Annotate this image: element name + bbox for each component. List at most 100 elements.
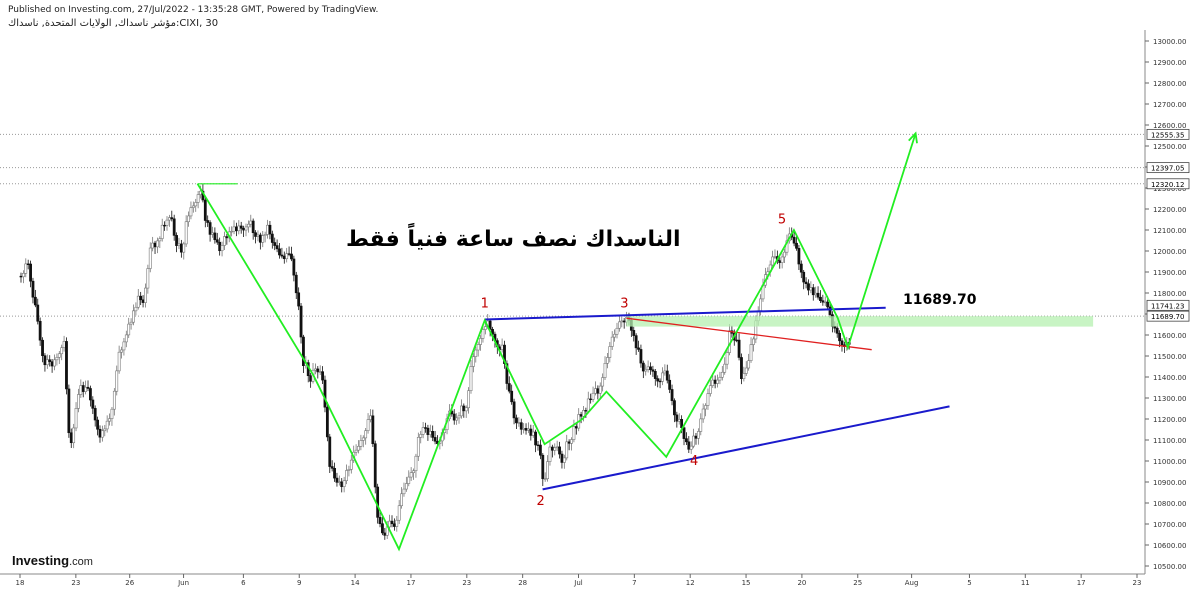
candle-body xyxy=(661,372,664,382)
price-tick-label: 10900.00 xyxy=(1153,479,1186,487)
price-tick-label: 11500.00 xyxy=(1153,353,1186,361)
candle-body xyxy=(323,379,327,408)
candle-body xyxy=(428,431,432,435)
candle-body xyxy=(182,243,186,253)
candle-body xyxy=(711,379,715,386)
candle-body xyxy=(184,221,188,245)
price-tick-label: 10700.00 xyxy=(1153,521,1186,529)
candle-body xyxy=(460,405,463,417)
time-tick-label: 15 xyxy=(742,579,751,587)
candle-body xyxy=(24,263,28,274)
candle-body xyxy=(392,523,396,527)
time-tick-label: 14 xyxy=(351,579,360,587)
candle-body xyxy=(634,335,638,349)
candle-body xyxy=(515,417,518,424)
candle-body xyxy=(471,356,475,367)
candle-body xyxy=(158,238,162,242)
candle-body xyxy=(644,369,648,372)
investing-logo[interactable]: Investing.com xyxy=(12,553,93,568)
candle-body xyxy=(685,438,688,443)
candle-body xyxy=(366,419,370,431)
candle-body xyxy=(378,517,382,525)
candle-body xyxy=(213,232,217,241)
candle-body xyxy=(270,233,274,243)
candle-body xyxy=(455,417,459,421)
price-label-box xyxy=(1146,128,1190,140)
candle-body xyxy=(572,426,576,440)
candle-body xyxy=(424,427,427,429)
candle-body xyxy=(93,408,97,421)
price-tick-label: 11800.00 xyxy=(1153,290,1186,298)
candle-body xyxy=(826,301,830,308)
candle-body xyxy=(481,329,485,339)
candle-body xyxy=(43,355,47,366)
candle-body xyxy=(507,383,511,392)
candle-body xyxy=(316,368,320,373)
candle-body xyxy=(215,239,219,243)
candle-body xyxy=(72,427,76,444)
candle-body xyxy=(744,367,748,374)
candle-body xyxy=(141,299,145,303)
candle-body xyxy=(211,232,214,235)
candle-body xyxy=(500,344,504,350)
candle-body xyxy=(120,349,123,353)
candle-body xyxy=(151,242,155,249)
candle-body xyxy=(673,400,676,416)
candle-body xyxy=(153,242,157,248)
time-tick-label: 23 xyxy=(462,579,471,587)
candle-body xyxy=(828,306,832,315)
candle-body xyxy=(74,408,78,429)
candle-body xyxy=(555,446,559,449)
candle-body xyxy=(335,477,339,483)
candle-body xyxy=(242,227,245,231)
time-tick-label: 11 xyxy=(1021,579,1030,587)
candle-body xyxy=(223,236,226,246)
candle-body xyxy=(103,428,107,432)
candle-body xyxy=(646,366,650,370)
candle-body xyxy=(601,377,605,387)
candle-body xyxy=(144,287,147,303)
time-tick-label: 28 xyxy=(518,579,527,587)
price-tick-label: 11100.00 xyxy=(1153,437,1186,445)
candle-body xyxy=(838,332,841,342)
price-tick-label: 10500.00 xyxy=(1153,563,1186,571)
candle-body xyxy=(139,295,143,301)
candle-body xyxy=(62,341,66,348)
price-label: 12397.05 xyxy=(1151,165,1184,173)
candle-body xyxy=(658,380,662,383)
candle-body xyxy=(194,202,198,207)
wave-label: 3 xyxy=(620,297,628,312)
candle-body xyxy=(297,292,301,307)
candle-body xyxy=(314,368,317,371)
candle-body xyxy=(237,225,241,232)
candle-body xyxy=(752,338,755,345)
candle-body xyxy=(220,245,224,252)
candle-body xyxy=(749,344,753,362)
price-tick-label: 11300.00 xyxy=(1153,395,1186,403)
candle-body xyxy=(821,300,825,303)
candle-body xyxy=(771,256,774,266)
candle-body xyxy=(136,295,140,308)
candle-body xyxy=(325,406,329,438)
price-tick-label: 11900.00 xyxy=(1153,269,1186,277)
candle-body xyxy=(357,446,360,451)
candle-body xyxy=(539,444,542,456)
candle-body xyxy=(112,390,116,410)
candle-body xyxy=(809,287,813,291)
candle-body xyxy=(637,347,640,350)
price-label-box xyxy=(1146,299,1190,311)
candle-body xyxy=(179,243,183,253)
candle-body xyxy=(48,359,52,362)
candle-body xyxy=(50,361,54,367)
candle-body xyxy=(31,280,35,298)
candle-body xyxy=(792,236,796,244)
candle-body xyxy=(124,334,128,343)
candle-body xyxy=(57,353,61,358)
candle-body xyxy=(26,263,30,265)
candle-body xyxy=(716,379,719,384)
candle-body xyxy=(397,505,401,521)
candle-body xyxy=(653,371,657,379)
time-tick-label: Jul xyxy=(573,579,583,587)
time-tick-label: Aug xyxy=(905,579,919,587)
